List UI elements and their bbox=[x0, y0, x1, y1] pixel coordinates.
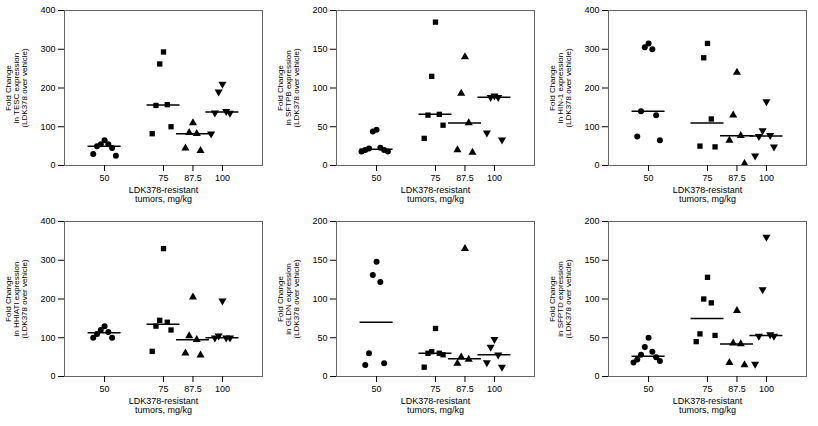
svg-text:100: 100 bbox=[487, 384, 502, 394]
svg-text:Fold Changein HHIATI expressio: Fold Changein HHIATI expression(LDK378 o… bbox=[4, 259, 29, 338]
svg-text:200: 200 bbox=[312, 216, 327, 226]
svg-text:100: 100 bbox=[312, 83, 327, 93]
svg-text:LDK378-resistanttumors, mg/kg: LDK378-resistanttumors, mg/kg bbox=[129, 185, 199, 204]
svg-text:0: 0 bbox=[50, 371, 55, 381]
svg-text:75: 75 bbox=[702, 173, 712, 183]
svg-text:300: 300 bbox=[584, 44, 599, 54]
svg-text:75: 75 bbox=[702, 384, 712, 394]
svg-text:100: 100 bbox=[40, 333, 55, 343]
svg-text:LDK378-resistanttumors, mg/kg: LDK378-resistanttumors, mg/kg bbox=[401, 396, 471, 415]
svg-text:50: 50 bbox=[644, 384, 654, 394]
svg-text:100: 100 bbox=[759, 384, 774, 394]
svg-text:50: 50 bbox=[589, 333, 599, 343]
svg-text:Fold Changein SFPTD expression: Fold Changein SFPTD expression(LDK378 ov… bbox=[548, 259, 573, 338]
svg-text:200: 200 bbox=[584, 216, 599, 226]
svg-text:200: 200 bbox=[40, 83, 55, 93]
svg-text:LDK378-resistanttumors, mg/kg: LDK378-resistanttumors, mg/kg bbox=[129, 396, 199, 415]
svg-text:Fold Changein SFTPB expression: Fold Changein SFTPB expression(LDK378 ov… bbox=[276, 48, 301, 127]
svg-text:50: 50 bbox=[317, 122, 327, 132]
svg-text:100: 100 bbox=[584, 294, 599, 304]
svg-text:87.5: 87.5 bbox=[456, 173, 474, 183]
svg-text:75: 75 bbox=[430, 384, 440, 394]
svg-text:100: 100 bbox=[312, 294, 327, 304]
svg-text:0: 0 bbox=[322, 160, 327, 170]
svg-text:150: 150 bbox=[584, 255, 599, 265]
svg-text:50: 50 bbox=[100, 173, 110, 183]
svg-text:LDK378-resistanttumors, mg/kg: LDK378-resistanttumors, mg/kg bbox=[673, 185, 743, 204]
svg-text:300: 300 bbox=[40, 44, 55, 54]
svg-text:87.5: 87.5 bbox=[728, 173, 746, 183]
svg-text:75: 75 bbox=[158, 173, 168, 183]
svg-text:200: 200 bbox=[584, 83, 599, 93]
svg-text:Fold Changein GLDN expression(: Fold Changein GLDN expression(LDK378 ove… bbox=[276, 259, 301, 338]
svg-text:0: 0 bbox=[50, 160, 55, 170]
svg-text:0: 0 bbox=[322, 371, 327, 381]
svg-text:150: 150 bbox=[312, 255, 327, 265]
svg-text:87.5: 87.5 bbox=[184, 173, 202, 183]
svg-text:200: 200 bbox=[40, 294, 55, 304]
svg-text:87.5: 87.5 bbox=[184, 384, 202, 394]
svg-text:50: 50 bbox=[100, 384, 110, 394]
svg-text:Fold Changein HIN-1 expression: Fold Changein HIN-1 expression(LDK378 ov… bbox=[548, 48, 573, 127]
svg-text:75: 75 bbox=[158, 384, 168, 394]
svg-text:100: 100 bbox=[584, 122, 599, 132]
svg-text:50: 50 bbox=[317, 333, 327, 343]
svg-text:200: 200 bbox=[312, 5, 327, 15]
svg-text:Fold Changein TESC expression(: Fold Changein TESC expression(LDK378 ove… bbox=[4, 48, 29, 127]
svg-text:50: 50 bbox=[644, 173, 654, 183]
svg-text:50: 50 bbox=[372, 173, 382, 183]
svg-text:0: 0 bbox=[594, 160, 599, 170]
svg-text:50: 50 bbox=[372, 384, 382, 394]
svg-text:LDK378-resistanttumors, mg/kg: LDK378-resistanttumors, mg/kg bbox=[401, 185, 471, 204]
svg-text:87.5: 87.5 bbox=[456, 384, 474, 394]
svg-text:0: 0 bbox=[594, 371, 599, 381]
svg-text:75: 75 bbox=[430, 173, 440, 183]
svg-text:400: 400 bbox=[40, 216, 55, 226]
svg-text:LDK378-resistanttumors, mg/kg: LDK378-resistanttumors, mg/kg bbox=[673, 396, 743, 415]
svg-text:300: 300 bbox=[40, 255, 55, 265]
svg-text:100: 100 bbox=[215, 384, 230, 394]
svg-text:400: 400 bbox=[584, 5, 599, 15]
svg-text:100: 100 bbox=[487, 173, 502, 183]
svg-text:100: 100 bbox=[215, 173, 230, 183]
svg-text:87.5: 87.5 bbox=[728, 384, 746, 394]
svg-text:100: 100 bbox=[759, 173, 774, 183]
svg-text:150: 150 bbox=[312, 44, 327, 54]
svg-text:400: 400 bbox=[40, 5, 55, 15]
svg-text:100: 100 bbox=[40, 122, 55, 132]
